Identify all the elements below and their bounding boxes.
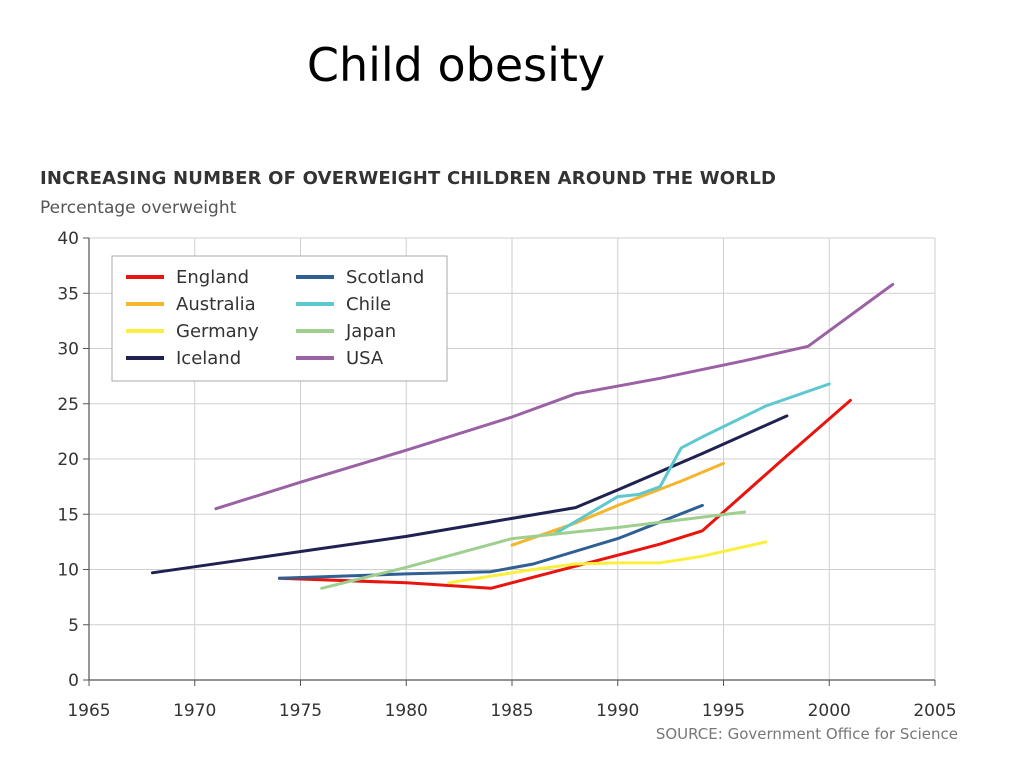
x-tick-label: 2000: [808, 701, 851, 721]
y-tick-label: 40: [57, 229, 79, 249]
x-tick-label: 1970: [173, 701, 216, 721]
series-line-germany: [447, 540, 768, 585]
chart-title: INCREASING NUMBER OF OVERWEIGHT CHILDREN…: [40, 168, 777, 189]
legend-box: [111, 255, 448, 382]
y-tick-label: 35: [57, 284, 79, 304]
y-tick-label: 15: [57, 505, 79, 525]
legend-label-iceland: Iceland: [176, 348, 241, 369]
y-tick-label: 25: [57, 395, 79, 415]
x-tick-label: 1995: [702, 701, 745, 721]
legend-label-chile: Chile: [346, 294, 391, 315]
legend: England Australia Germany Iceland Scotland Ch…: [111, 255, 448, 382]
legend-label-england: England: [176, 267, 249, 288]
legend-label-scotland: Scotland: [346, 267, 424, 288]
series-line-usa: [214, 282, 895, 511]
x-tick-label: 1965: [67, 701, 110, 721]
series-line-england: [277, 398, 852, 590]
y-tick-label: 30: [57, 340, 79, 360]
chart-source: SOURCE: Government Office for Science: [655, 725, 958, 743]
series-line-japan: [320, 510, 747, 590]
x-tick-label: 1985: [490, 701, 533, 721]
x-tick-label: 1990: [596, 701, 639, 721]
y-tick-label: 10: [57, 561, 79, 581]
series-line-chile: [552, 382, 831, 536]
x-tick-label: 2005: [913, 701, 956, 721]
x-tick-label: 1980: [385, 701, 428, 721]
legend-label-usa: USA: [346, 348, 384, 369]
y-tick-label: 0: [68, 671, 79, 691]
series-line-australia: [510, 461, 725, 547]
legend-label-japan: Japan: [345, 321, 396, 342]
axes: 0 5 10 15 20 25 30 35 40 1965 1970 1975 1980 1985 1990…: [57, 229, 956, 721]
slide-title: Child obesity: [306, 38, 606, 92]
legend-label-australia: Australia: [176, 294, 256, 315]
y-tick-label: 5: [68, 616, 79, 636]
x-tick-label: 1975: [279, 701, 322, 721]
series-lines: [150, 282, 895, 590]
legend-label-germany: Germany: [176, 321, 259, 342]
y-tick-label: 20: [57, 450, 79, 470]
chart-subtitle: Percentage overweight: [40, 198, 237, 218]
series-line-iceland: [150, 414, 789, 575]
series-line-scotland: [277, 503, 704, 580]
